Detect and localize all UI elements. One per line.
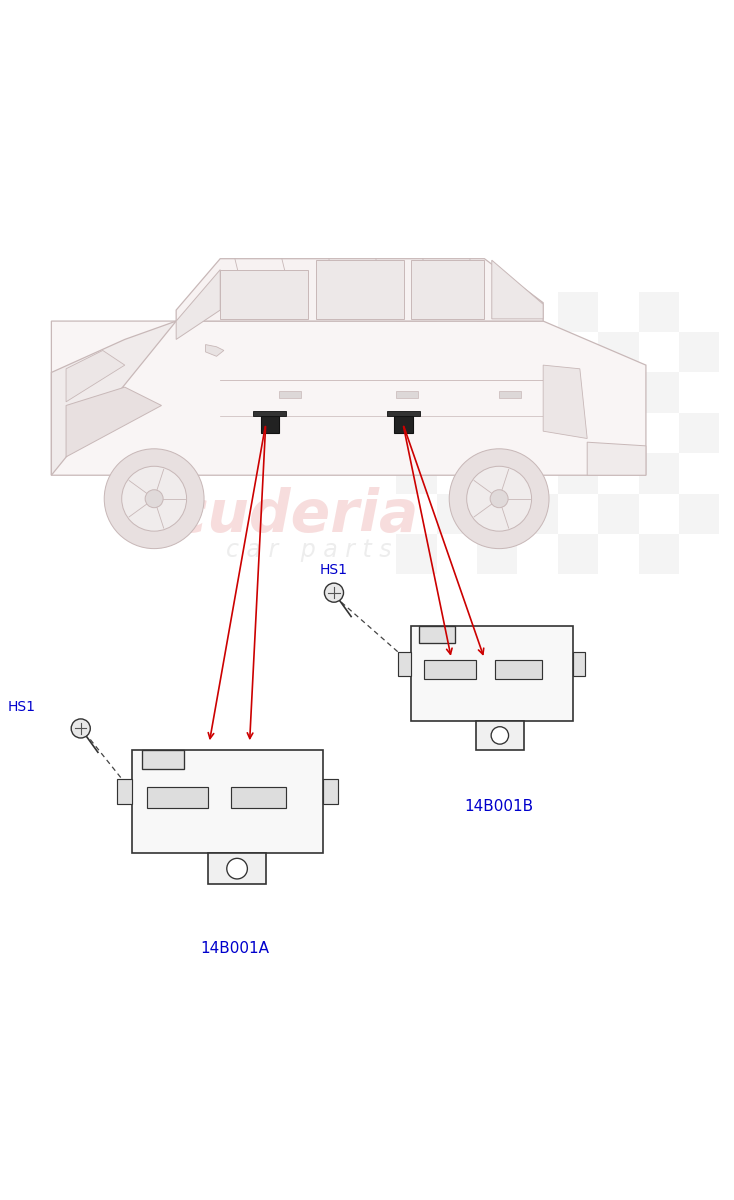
Bar	[148, 787, 208, 808]
Bar	[437, 332, 477, 372]
Bar	[517, 413, 558, 454]
Bar	[558, 292, 598, 332]
Text: 14B001B: 14B001B	[465, 799, 534, 815]
Polygon shape	[66, 388, 161, 457]
Bar	[396, 292, 437, 332]
Circle shape	[227, 858, 247, 878]
Polygon shape	[253, 410, 286, 416]
Polygon shape	[499, 391, 521, 398]
Bar	[639, 372, 679, 413]
Polygon shape	[411, 260, 484, 319]
Bar	[558, 534, 598, 575]
Polygon shape	[543, 365, 587, 438]
Bar	[558, 372, 598, 413]
Text: HS1: HS1	[7, 700, 35, 714]
Circle shape	[449, 449, 549, 548]
Bar	[142, 750, 184, 769]
Circle shape	[145, 490, 163, 508]
Bar	[424, 660, 476, 679]
Polygon shape	[51, 322, 646, 475]
Circle shape	[467, 467, 531, 532]
Polygon shape	[176, 259, 543, 322]
Bar	[558, 454, 598, 493]
Bar	[679, 493, 719, 534]
Polygon shape	[206, 344, 224, 356]
Text: 14B001A: 14B001A	[200, 941, 269, 955]
Bar	[517, 493, 558, 534]
Bar	[437, 493, 477, 534]
Bar	[396, 454, 437, 493]
Bar	[598, 332, 639, 372]
Bar	[398, 652, 411, 676]
Bar	[639, 454, 679, 493]
Polygon shape	[316, 260, 404, 319]
Bar	[323, 779, 338, 804]
Polygon shape	[394, 416, 413, 433]
Circle shape	[71, 719, 90, 738]
Polygon shape	[387, 410, 420, 416]
Bar	[517, 332, 558, 372]
Polygon shape	[587, 442, 646, 475]
Bar	[639, 534, 679, 575]
Polygon shape	[220, 270, 308, 319]
Circle shape	[104, 449, 204, 548]
Polygon shape	[66, 350, 125, 402]
Circle shape	[122, 467, 186, 532]
Bar	[477, 534, 517, 575]
Polygon shape	[396, 391, 418, 398]
Bar	[396, 534, 437, 575]
Polygon shape	[176, 270, 220, 340]
FancyBboxPatch shape	[132, 750, 323, 853]
Polygon shape	[51, 322, 176, 475]
Bar	[639, 292, 679, 332]
Bar	[679, 332, 719, 372]
FancyBboxPatch shape	[411, 625, 573, 721]
Bar	[419, 625, 454, 643]
Bar	[437, 413, 477, 454]
Bar	[573, 652, 586, 676]
Circle shape	[490, 490, 508, 508]
Bar	[477, 372, 517, 413]
Circle shape	[324, 583, 344, 602]
Text: c a r   p a r t s: c a r p a r t s	[225, 538, 391, 562]
Bar	[477, 292, 517, 332]
Bar	[679, 413, 719, 454]
Bar	[477, 454, 517, 493]
Polygon shape	[492, 260, 543, 319]
FancyBboxPatch shape	[208, 853, 266, 884]
Text: HS1: HS1	[319, 563, 347, 576]
Bar	[495, 660, 542, 679]
Text: scuderia: scuderia	[139, 487, 419, 544]
Circle shape	[491, 727, 509, 744]
Bar	[396, 372, 437, 413]
Bar	[231, 787, 286, 808]
Bar	[117, 779, 132, 804]
Bar	[598, 493, 639, 534]
Polygon shape	[261, 416, 279, 433]
Polygon shape	[279, 391, 301, 398]
Bar	[598, 413, 639, 454]
FancyBboxPatch shape	[476, 721, 524, 750]
